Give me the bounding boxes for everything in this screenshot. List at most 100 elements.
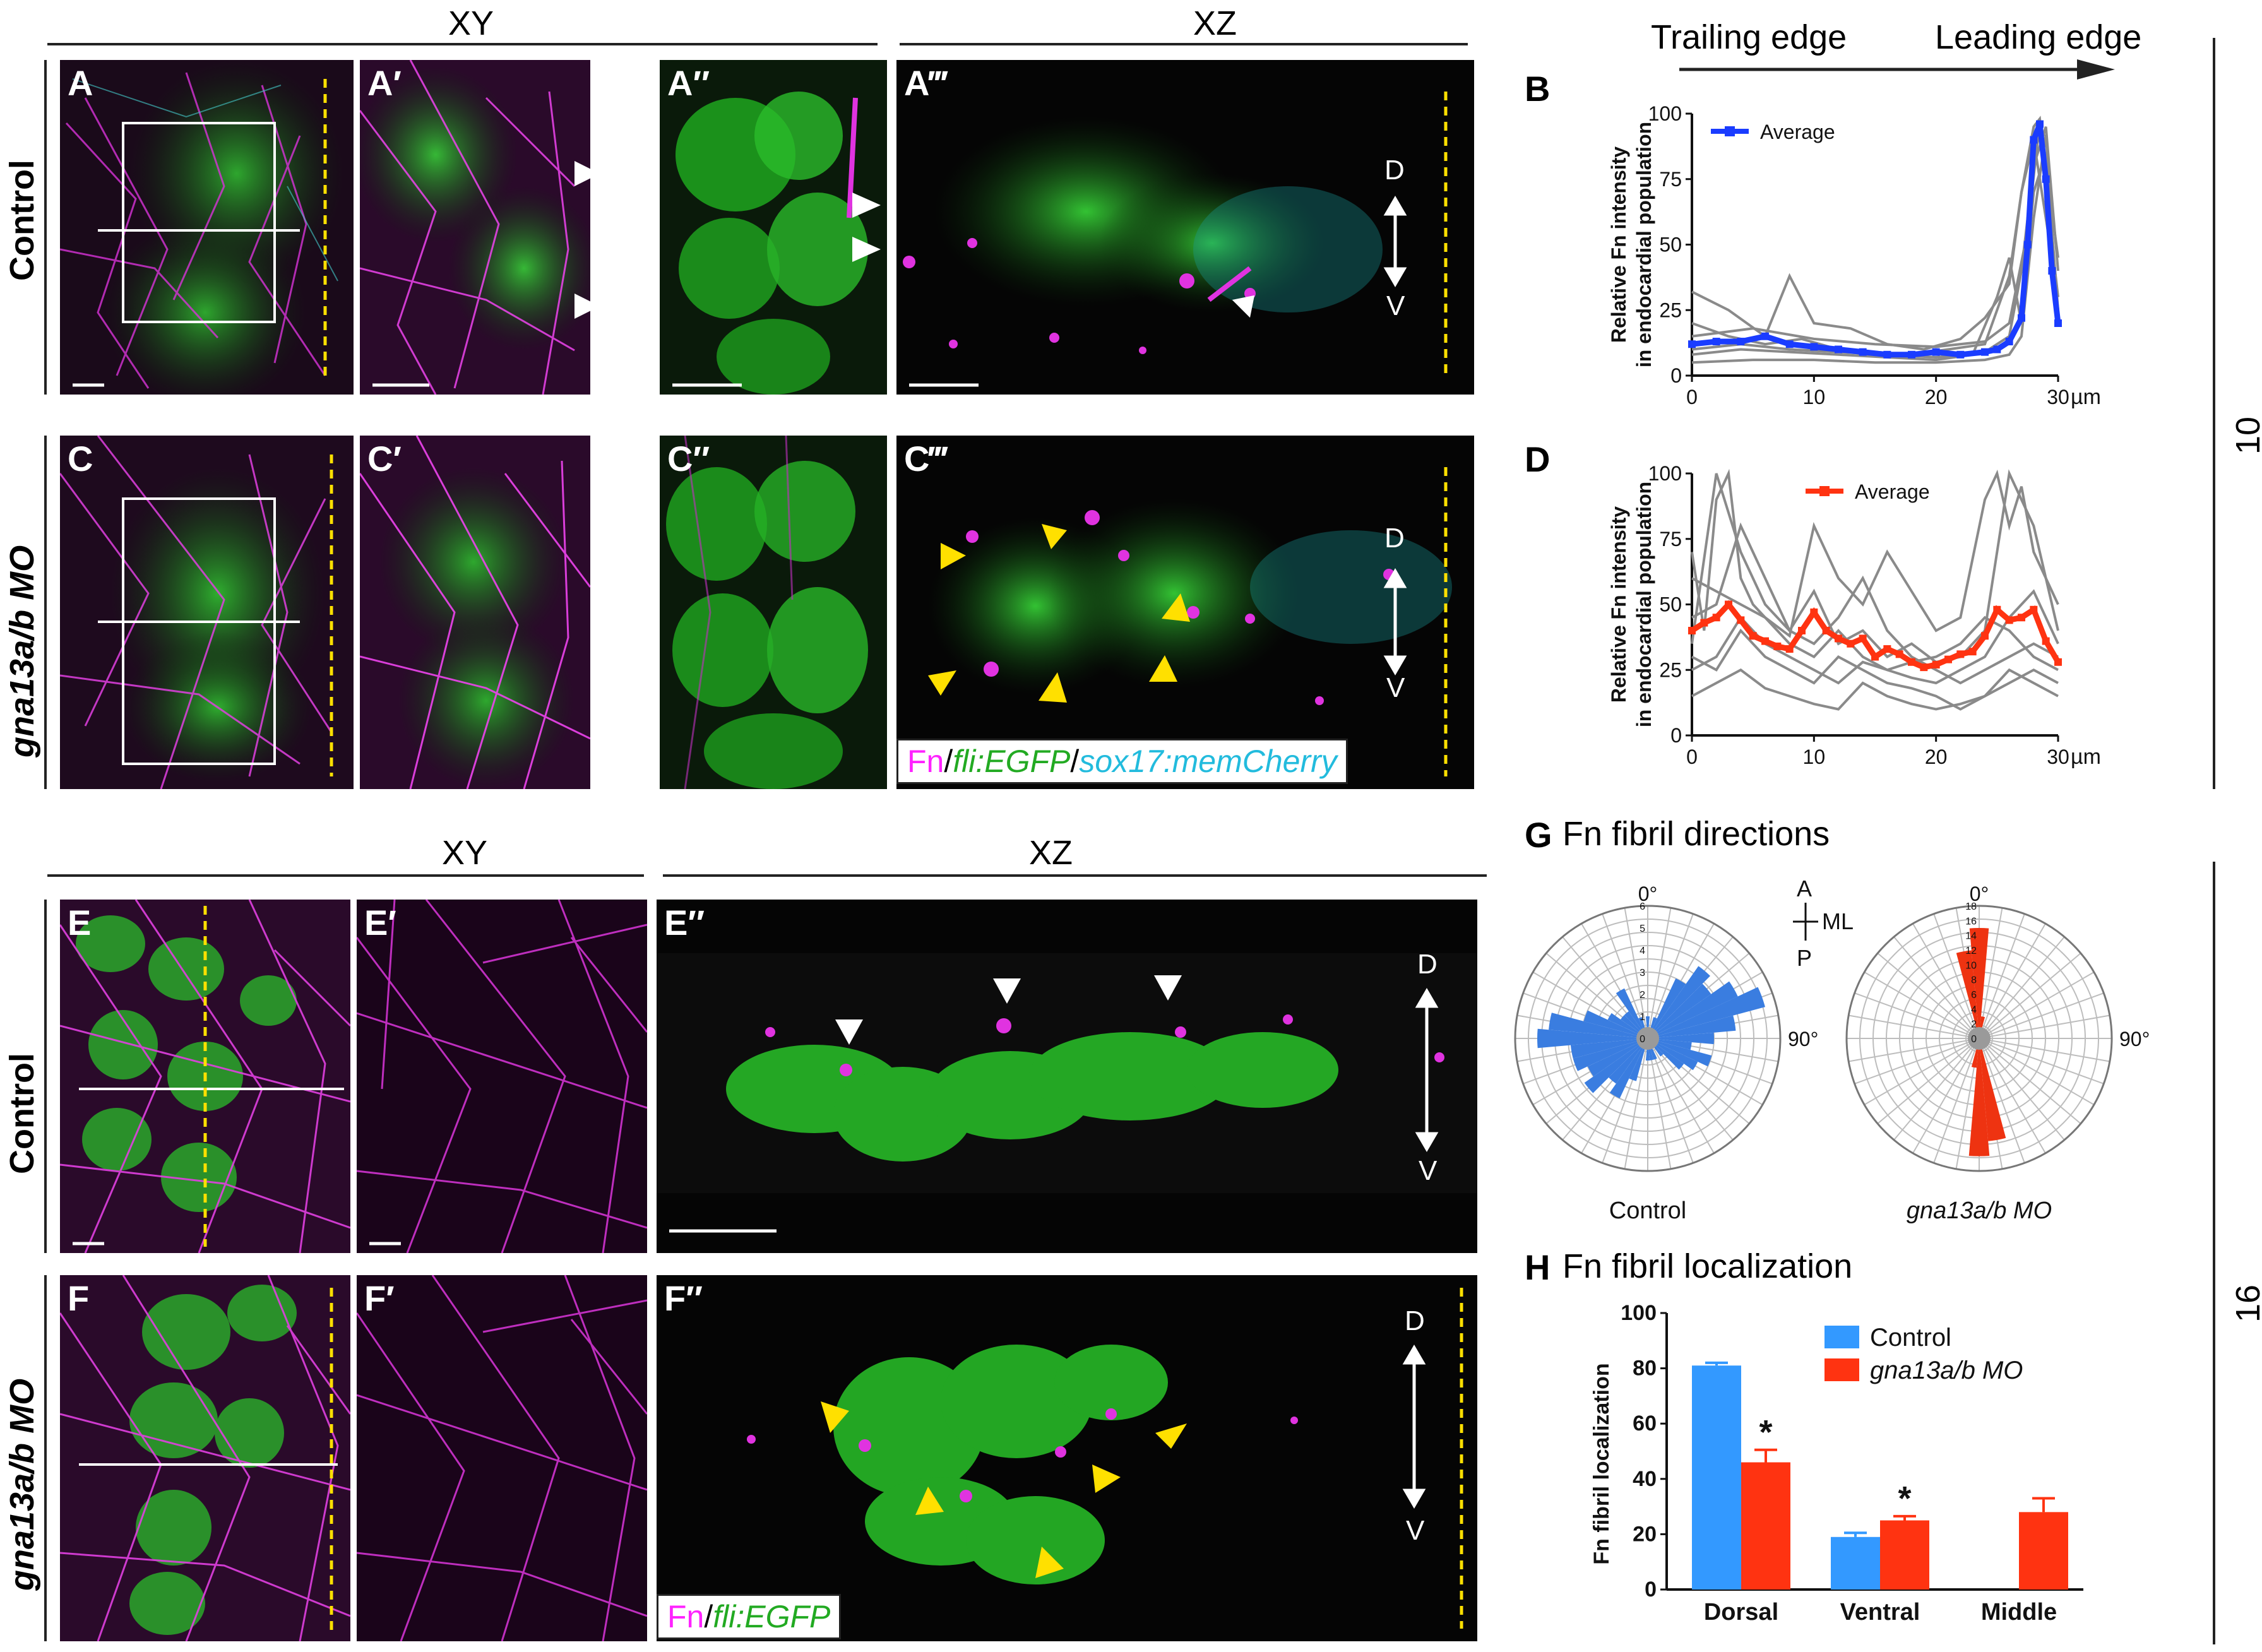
polar-bar — [1583, 1010, 1648, 1038]
individual-trace — [1691, 121, 2059, 348]
row-divider-control-bottom — [44, 900, 47, 1253]
polar-spoke — [1933, 1038, 1980, 1163]
y-tick-label: 75 — [1659, 528, 1682, 550]
legend-fli: fli:EGFP — [713, 1599, 831, 1634]
xz-header-line-top — [900, 43, 1468, 45]
chart-B: 0 25 50 75 100 0 10 20 30 µm Relative Fn intensity… — [1607, 102, 2101, 409]
x-tick-label: Middle — [1981, 1599, 2057, 1625]
average-point — [1712, 614, 1720, 622]
panel-label-F-prime: F′ — [364, 1278, 395, 1318]
x-tick-label: Ventral — [1840, 1599, 1920, 1625]
average-point — [2023, 241, 2032, 249]
average-point — [1761, 332, 1769, 340]
average-point — [2030, 136, 2038, 144]
row-label-mo-top: gna13a/b MO — [3, 545, 41, 758]
average-point — [2036, 120, 2044, 128]
legend-sox: sox17:memCherry — [1079, 744, 1337, 779]
average-point — [1908, 350, 1915, 359]
y-tick-label: 0 — [1645, 1578, 1657, 1601]
polar-bar — [1587, 1038, 1648, 1077]
row-divider-mo-bottom — [44, 1275, 47, 1641]
average-point — [1883, 645, 1891, 653]
average-point — [1908, 658, 1915, 666]
chart-D: 0 25 50 75 100 0 10 20 30 µm Relative Fn intensity… — [1607, 462, 2101, 769]
polar-center — [1968, 1027, 1991, 1050]
panel-label-F: F — [68, 1278, 90, 1318]
edge-arrow — [1679, 59, 2115, 80]
y-tick-label: 80 — [1633, 1357, 1657, 1381]
bar-mo — [2019, 1512, 2068, 1590]
average-point — [2018, 314, 2025, 322]
panel-F: F — [60, 1275, 350, 1641]
polar-bar — [1570, 1038, 1648, 1059]
chart-G-title: Fn fibril directions — [1563, 815, 1830, 853]
polar-bar — [1648, 981, 1738, 1038]
leading-edge-label: Leading edge — [1935, 18, 2142, 56]
average-point — [1859, 348, 1867, 356]
polar-spoke — [1979, 1038, 2104, 1084]
panel-label-A-prime: A′ — [367, 63, 402, 103]
polar-r-tick: 5 — [1640, 924, 1645, 934]
polar-r-tick: 6 — [1971, 990, 1977, 1001]
row-label-control-top: Control — [3, 160, 41, 281]
polar-spoke — [1877, 1038, 1980, 1124]
average-point — [1688, 627, 1696, 634]
polar-r-tick: 2 — [1971, 1019, 1977, 1030]
x-tick-label: 30 — [2047, 746, 2069, 768]
average-point — [1798, 627, 1806, 634]
polar-spoke — [1864, 972, 1980, 1039]
legend-swatch-marker — [1725, 126, 1735, 136]
chart-H: 0 20 40 60 80 100 Fn fibril localization * Dorsa… — [1590, 1301, 2083, 1625]
xy-header-line-top — [47, 43, 878, 45]
time-divider-top — [2213, 38, 2215, 789]
polar-spoke — [1647, 1038, 1715, 1154]
polar-bar — [1968, 1038, 1990, 1156]
average-point — [2054, 658, 2062, 666]
average-point — [1920, 663, 1928, 672]
average-point — [1956, 650, 1965, 658]
average-point — [2018, 614, 2025, 622]
significance-star: * — [1759, 1413, 1772, 1451]
y-tick-label: 0 — [1670, 364, 1682, 387]
y-axis-label: Relative Fn intensity — [1607, 146, 1630, 343]
polar-bar — [1648, 978, 1686, 1038]
y-tick-label: 100 — [1648, 462, 1682, 485]
average-point — [1859, 634, 1867, 643]
individual-trace — [1691, 522, 2059, 685]
x-unit-label: µm — [2071, 745, 2101, 769]
polar-bar — [1979, 1038, 2006, 1141]
legend-fn: Fn — [907, 744, 944, 779]
x-tick-label: Dorsal — [1704, 1599, 1778, 1625]
individual-trace — [1691, 577, 2059, 672]
polar-bar — [1537, 1028, 1648, 1049]
y-tick-label: 100 — [1648, 102, 1682, 125]
y-tick-label: 50 — [1659, 593, 1682, 616]
panel-label-G: G — [1525, 815, 1552, 855]
y-tick-label: 40 — [1633, 1467, 1657, 1491]
average-point — [1871, 653, 1879, 661]
legend-channels-top: Fn/fli:EGFP/sox17:memCherry — [896, 739, 1348, 784]
legend-swatch — [1824, 1358, 1859, 1381]
panel-label-C-triple-prime: C‴ — [904, 439, 947, 478]
average-point — [1712, 338, 1720, 346]
individual-trace — [1691, 589, 2059, 685]
x-tick-label: 20 — [1925, 746, 1948, 768]
panel-F-prime: F′ — [357, 1275, 647, 1641]
time-divider-bottom — [2213, 862, 2215, 1644]
polar-r-tick: 18 — [1965, 901, 1977, 912]
polar-outer — [1845, 905, 2113, 1172]
panel-E-double-prime: E″ D V — [657, 900, 1477, 1253]
average-point — [1956, 350, 1965, 359]
polar-spoke — [1624, 908, 1648, 1039]
individual-trace — [1691, 668, 2059, 711]
panel-label-C: C — [68, 439, 93, 478]
significance-star: * — [1898, 1480, 1911, 1518]
polar-bar — [1648, 1038, 1712, 1067]
polar-spoke — [1979, 972, 2095, 1039]
polar-r-tick: 4 — [1971, 1004, 1977, 1015]
bar-control — [1692, 1365, 1741, 1590]
bar-mo — [1741, 1462, 1790, 1590]
legend-label: Average — [1855, 480, 1930, 503]
polar-r-tick: 14 — [1965, 931, 1977, 942]
average-point — [1737, 616, 1745, 624]
